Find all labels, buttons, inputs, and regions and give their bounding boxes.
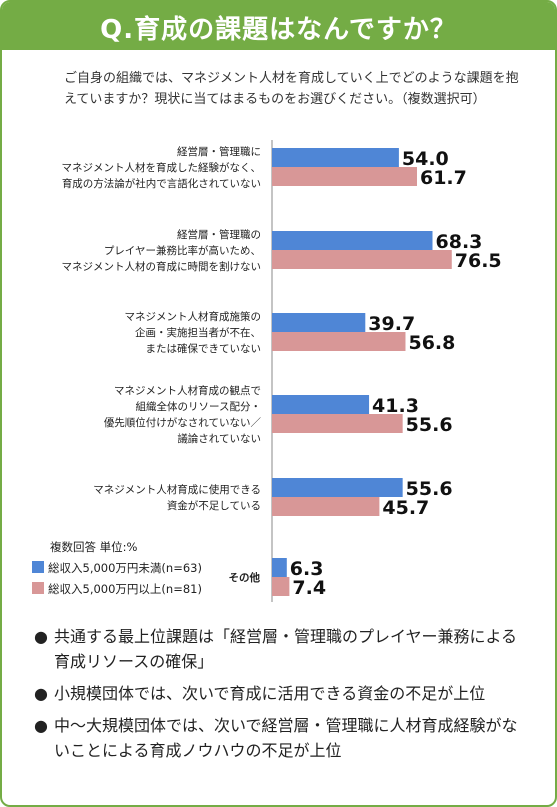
bar-small — [272, 478, 403, 497]
data-label: 56.8 — [408, 332, 455, 354]
summary-list: ● 共通する最上位課題は「経営層・管理職のプレイヤー兼務による育成リソースの確保」… — [32, 624, 532, 770]
bar-large — [272, 577, 290, 596]
category-label: 優先順位付けがなされていない／ — [104, 416, 262, 429]
category-label: プレイヤー兼務比率が高いため、 — [104, 244, 261, 257]
category-label: その他 — [229, 571, 261, 584]
data-label: 7.4 — [292, 577, 326, 599]
bar-small — [272, 558, 287, 577]
bar-large — [272, 497, 380, 516]
data-label: 68.3 — [436, 231, 483, 253]
bar-large — [272, 414, 403, 433]
data-label: 55.6 — [406, 478, 453, 500]
title-bar: Q.育成の課題はなんですか？ — [2, 2, 555, 50]
legend-label: 総収入5,000万円以上(n=81) — [48, 582, 202, 596]
data-label: 6.3 — [290, 558, 324, 580]
legend-label: 総収入5,000万円未満(n=63) — [48, 561, 202, 575]
category-label: マネジメント人材育成に使用できる — [93, 483, 261, 496]
bar-large — [272, 167, 417, 186]
question-text: ご自身の組織では、マネジメント人材を育成していく上でどのような課題を抱えています… — [64, 71, 519, 107]
category-label: マネジメント人材を育成した経験がなく、 — [62, 161, 262, 174]
category-label: マネジメント人材育成施策の — [125, 310, 262, 323]
category-label: 資金が不足している — [167, 499, 261, 512]
bar-large — [272, 332, 406, 351]
bar-small — [272, 148, 399, 167]
category-label: 経営層・管理職に — [177, 145, 261, 158]
bar-large — [272, 250, 452, 269]
category-label: 議論されていない — [177, 432, 261, 445]
category-label: または確保できていない — [146, 342, 262, 355]
data-label: 55.6 — [406, 414, 453, 436]
data-label: 41.3 — [372, 395, 419, 417]
summary-text: 中〜大規模団体では、次いで経営層・管理職に人材育成経験がないことによる育成ノウハ… — [54, 716, 518, 760]
bullet-dot-icon: ● — [34, 716, 48, 735]
bar-chart: 経営層・管理職にマネジメント人材を育成した経験がなく、育成の方法論が社内で言語化… — [32, 140, 502, 602]
data-label: 39.7 — [368, 313, 415, 335]
data-label: 45.7 — [382, 497, 429, 519]
legend-swatch — [32, 561, 44, 573]
category-label: 経営層・管理職の — [177, 228, 261, 241]
data-label: 54.0 — [402, 148, 449, 170]
unit-note: 複数回答 単位:% — [50, 540, 138, 554]
bar-small — [272, 231, 433, 250]
category-label: 育成の方法論が社内で言語化されていない — [62, 177, 261, 190]
summary-text: 共通する最上位課題は「経営層・管理職のプレイヤー兼務による育成リソースの確保」 — [54, 627, 518, 671]
category-label: マネジメント人材の育成に時間を割けない — [62, 260, 262, 273]
summary-item: ● 小規模団体では、次いで育成に活用できる資金の不足が上位 — [32, 681, 532, 706]
summary-text: 小規模団体では、次いで育成に活用できる資金の不足が上位 — [54, 684, 486, 703]
page-title: Q.育成の課題はなんですか？ — [100, 15, 457, 45]
bullet-dot-icon: ● — [34, 627, 48, 646]
category-label: 企画・実施担当者が不在、 — [135, 326, 261, 339]
data-label: 61.7 — [420, 167, 467, 189]
summary-item: ● 共通する最上位課題は「経営層・管理職のプレイヤー兼務による育成リソースの確保」 — [32, 624, 532, 674]
bar-small — [272, 395, 370, 414]
bar-small — [272, 313, 366, 332]
category-label: マネジメント人材育成の観点で — [114, 384, 261, 397]
legend-swatch — [32, 582, 44, 594]
category-label: 組織全体のリソース配分・ — [136, 400, 261, 413]
data-label: 76.5 — [455, 250, 502, 272]
bullet-dot-icon: ● — [34, 684, 48, 703]
summary-item: ● 中〜大規模団体では、次いで経営層・管理職に人材育成経験がないことによる育成ノウ… — [32, 713, 532, 763]
